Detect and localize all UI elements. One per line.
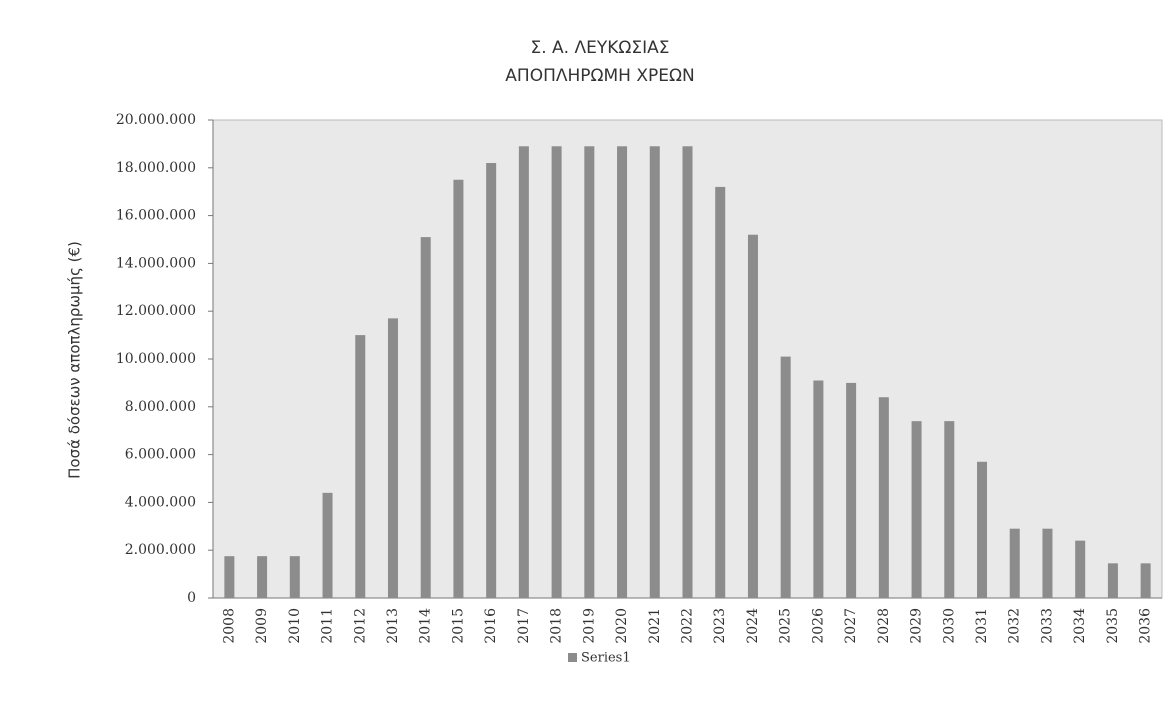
bar <box>846 382 857 598</box>
y-tick-label: 12.000.000 <box>116 303 196 319</box>
x-tick-label: 2019 <box>581 608 597 644</box>
x-tick-label: 2033 <box>1039 608 1055 644</box>
bar <box>355 335 366 598</box>
x-tick-label: 2013 <box>385 608 401 644</box>
x-tick-label: 2009 <box>254 608 270 644</box>
x-tick-label: 2016 <box>483 608 499 644</box>
x-tick-label: 2028 <box>876 608 892 644</box>
bar <box>747 234 758 598</box>
y-tick-label: 16.000.000 <box>116 208 196 224</box>
bar <box>584 146 595 599</box>
bar <box>944 421 955 598</box>
x-tick-label: 2014 <box>418 608 434 644</box>
x-tick-label: 2012 <box>352 608 368 644</box>
bar <box>1042 528 1053 598</box>
bar <box>289 556 300 598</box>
y-tick-label: 0 <box>187 590 196 606</box>
bar <box>682 146 693 599</box>
x-tick-label: 2024 <box>745 608 761 644</box>
bar <box>518 146 529 599</box>
bar <box>780 356 791 598</box>
bar <box>453 179 464 598</box>
x-tick-label: 2031 <box>974 608 990 644</box>
bar <box>1009 528 1020 598</box>
y-tick-label: 8.000.000 <box>125 399 196 415</box>
x-tick-label: 2008 <box>221 608 237 644</box>
x-tick-label: 2036 <box>1138 608 1154 644</box>
x-tick-label: 2015 <box>450 608 466 644</box>
bar <box>387 318 398 598</box>
x-tick-label: 2023 <box>712 608 728 644</box>
x-tick-label: 2010 <box>287 608 303 644</box>
x-tick-label: 2035 <box>1105 608 1121 644</box>
x-tick-label: 2025 <box>778 608 794 644</box>
chart-subtitle: ΑΠΟΠΛΗΡΩΜΗ ΧΡΕΩΝ <box>505 66 694 86</box>
x-tick-label: 2011 <box>320 608 336 644</box>
x-tick-label: 2027 <box>843 608 859 644</box>
bar <box>1107 563 1118 598</box>
x-tick-label: 2020 <box>614 608 630 644</box>
y-tick-label: 14.000.000 <box>116 255 196 271</box>
y-tick-label: 6.000.000 <box>125 447 196 463</box>
x-tick-label: 2029 <box>909 608 925 644</box>
bar <box>911 421 922 598</box>
bar <box>649 146 660 599</box>
legend-swatch <box>568 653 577 662</box>
x-tick-label: 2030 <box>941 608 957 644</box>
x-tick-label: 2034 <box>1072 608 1088 644</box>
x-tick-label: 2018 <box>549 608 565 644</box>
bar <box>878 397 889 598</box>
bar <box>813 380 824 598</box>
legend-label: Series1 <box>581 651 631 666</box>
chart-title: Σ. Α. ΛΕΥΚΩΣΙΑΣ <box>530 38 669 58</box>
x-tick-label: 2021 <box>647 608 663 644</box>
bar <box>551 146 562 599</box>
bar <box>977 461 988 598</box>
y-tick-label: 2.000.000 <box>125 542 196 558</box>
bar <box>322 492 333 598</box>
y-tick-label: 10.000.000 <box>116 351 196 367</box>
bar <box>224 556 235 598</box>
y-tick-label: 4.000.000 <box>125 494 196 510</box>
bar <box>1140 563 1151 598</box>
x-tick-label: 2022 <box>680 608 696 644</box>
bar <box>715 186 726 599</box>
y-tick-label: 18.000.000 <box>116 160 196 176</box>
x-tick-label: 2026 <box>810 608 826 644</box>
bar <box>486 163 497 598</box>
bar <box>1075 540 1086 598</box>
y-axis-title: Ποσά δόσεων αποπληρωμής (€) <box>66 241 84 479</box>
bar <box>257 556 268 598</box>
y-tick-label: 20.000.000 <box>116 112 196 128</box>
x-tick-label: 2017 <box>516 608 532 644</box>
bar <box>617 146 628 599</box>
x-tick-label: 2032 <box>1007 608 1023 644</box>
bar <box>420 237 431 599</box>
